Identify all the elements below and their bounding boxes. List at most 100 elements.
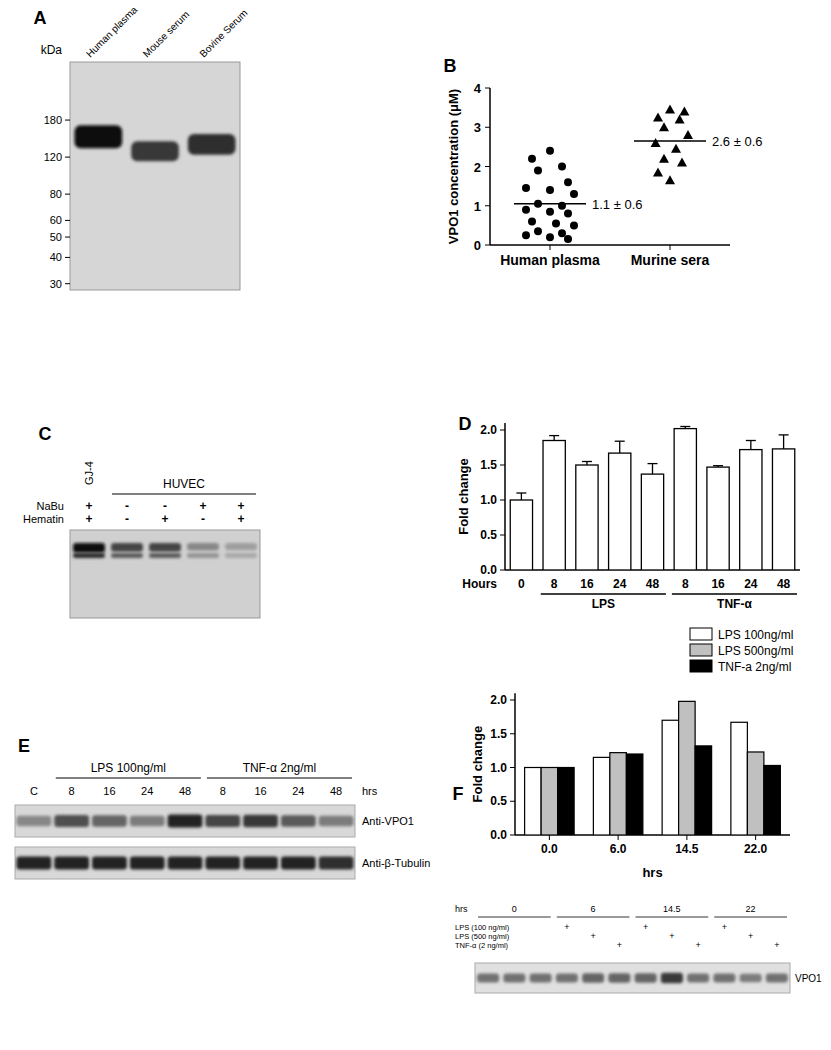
band xyxy=(281,856,316,869)
bar xyxy=(576,465,598,570)
panel-letter: A xyxy=(34,8,47,28)
error-cap xyxy=(746,440,756,441)
point xyxy=(564,178,572,186)
row-label: Anti-VPO1 xyxy=(362,815,414,827)
lane-label: 8 xyxy=(69,785,75,797)
group-label: 22 xyxy=(746,904,756,914)
unit-label: hrs xyxy=(362,785,378,797)
band xyxy=(149,553,181,558)
tick-label: 22.0 xyxy=(744,842,768,856)
panel-letter: C xyxy=(39,424,52,444)
point xyxy=(546,208,554,216)
band xyxy=(608,973,630,982)
tick xyxy=(500,535,505,536)
point xyxy=(570,221,578,229)
sign: - xyxy=(125,499,129,513)
group-line xyxy=(207,778,352,779)
sign: + xyxy=(643,922,648,932)
band xyxy=(73,543,105,553)
point xyxy=(522,231,530,239)
sign: + xyxy=(590,931,595,941)
tick xyxy=(500,465,505,466)
axis-label: VPO1 concentration (μM) xyxy=(446,89,461,244)
error-cap xyxy=(582,461,592,462)
point xyxy=(653,112,663,121)
sign: - xyxy=(163,499,167,513)
y-axis xyxy=(514,693,516,835)
point xyxy=(683,130,693,139)
tick-label: 24 xyxy=(744,577,758,591)
sign: + xyxy=(161,512,168,526)
point xyxy=(546,186,554,194)
point xyxy=(651,138,661,147)
sign: + xyxy=(237,512,244,526)
bar xyxy=(740,450,762,570)
band xyxy=(17,816,52,826)
sign: + xyxy=(617,940,622,950)
error-cap xyxy=(516,492,526,493)
error-bar xyxy=(779,435,789,449)
point xyxy=(522,206,530,214)
point xyxy=(659,122,669,131)
bar xyxy=(764,765,781,835)
error-cap xyxy=(615,441,625,442)
mean-line xyxy=(634,140,706,142)
point xyxy=(671,144,681,153)
group-line xyxy=(112,494,256,495)
tick-label: 1.0 xyxy=(480,493,497,507)
blot-background xyxy=(475,963,790,993)
tick xyxy=(65,257,70,258)
panel-letter: E xyxy=(18,736,30,756)
error-bar xyxy=(680,427,690,429)
tick xyxy=(65,283,70,284)
point xyxy=(558,202,566,210)
tick-label: 0.5 xyxy=(490,794,507,808)
blot-background xyxy=(15,847,355,879)
tick-label: 8 xyxy=(551,577,558,591)
band xyxy=(635,973,657,982)
axis-label: kDa xyxy=(41,43,63,57)
legend-swatch xyxy=(690,660,712,672)
point xyxy=(564,235,572,243)
point xyxy=(534,166,542,174)
tick-label: 0.0 xyxy=(541,842,558,856)
sign: + xyxy=(774,940,779,950)
plot-area xyxy=(75,125,236,161)
tick xyxy=(485,88,490,89)
annotation: 1.1 ± 0.6 xyxy=(592,197,643,212)
point xyxy=(528,217,536,225)
tick-label: 0 xyxy=(518,577,525,591)
axis-label: hrs xyxy=(642,865,662,880)
tick-label: 0.0 xyxy=(480,563,497,577)
lane-label: Bovine Serum xyxy=(197,7,249,59)
blot-background xyxy=(15,805,355,837)
group-line xyxy=(672,593,797,594)
plot-area xyxy=(17,856,354,869)
band xyxy=(477,974,499,983)
lane-label: 24 xyxy=(292,785,304,797)
row-label: TNF-α (2 ng/ml) xyxy=(455,941,509,950)
row-label: LPS (100 ng/ml) xyxy=(455,923,510,932)
mean-line xyxy=(514,203,586,205)
error-line xyxy=(750,441,751,450)
band xyxy=(130,816,165,827)
blot-background xyxy=(70,530,260,618)
row-label: VPO1 xyxy=(795,973,822,984)
point xyxy=(546,147,554,155)
bar xyxy=(674,429,696,570)
lane-label: C xyxy=(30,785,38,797)
y-axis xyxy=(504,423,506,570)
band xyxy=(168,856,203,869)
sign: + xyxy=(85,512,92,526)
tick xyxy=(549,835,550,840)
tick-label: 3 xyxy=(474,120,481,135)
tick-label: 2 xyxy=(474,160,481,175)
band xyxy=(17,856,52,869)
band xyxy=(188,134,236,155)
band xyxy=(205,815,240,827)
legend-label: TNF-a 2ng/ml xyxy=(718,660,791,674)
tick xyxy=(65,237,70,238)
tick xyxy=(500,570,505,571)
panel-letter: D xyxy=(459,414,472,434)
sign: + xyxy=(237,499,244,513)
